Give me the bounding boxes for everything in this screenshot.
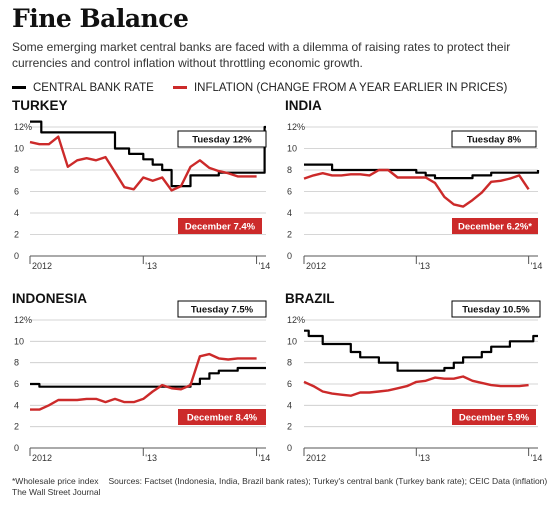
legend-item-inflation: INFLATION (CHANGE FROM A YEAR EARLIER IN…	[172, 81, 508, 94]
y-tick-label: 0	[14, 443, 19, 453]
y-tick-label: 2	[287, 422, 292, 432]
x-tick-label: '14	[531, 453, 543, 463]
y-tick-label: 12%	[287, 315, 305, 325]
x-tick-label: 2012	[32, 453, 52, 463]
y-tick-label: 8	[287, 165, 292, 175]
series-line-rate	[304, 329, 538, 372]
panel-brazil: BRAZIL 0 2 4 6 8 10 12% 2012 '13 '14 Tuesday 10.5% D…	[285, 291, 542, 463]
y-tick-label: 8	[14, 358, 19, 368]
legend-label-inflation: INFLATION (CHANGE FROM A YEAR EARLIER IN…	[193, 81, 508, 94]
callout-rate-label: Tuesday 7.5%	[191, 305, 254, 316]
y-tick-label: 4	[287, 400, 292, 410]
callout-rate-label: Tuesday 10.5%	[462, 305, 530, 316]
panel-title-india: INDIA	[285, 98, 322, 113]
footnote-publisher: The Wall Street Journal	[12, 487, 101, 497]
panel-title-indonesia: INDONESIA	[12, 291, 87, 306]
y-tick-label: 10	[14, 144, 24, 154]
x-tick-label: '14	[259, 261, 271, 271]
y-tick-label: 12%	[14, 122, 32, 132]
callout-box-inflation	[178, 218, 262, 234]
y-tick-label: 0	[287, 443, 292, 453]
x-tick-label: '13	[145, 453, 157, 463]
y-tick-label: 10	[287, 144, 297, 154]
callout-box-inflation	[178, 409, 266, 425]
callout-inflation-label: December 6.2%*	[458, 222, 532, 233]
callout-inflation-label: December 5.9%	[459, 413, 530, 424]
y-tick-label: 2	[14, 230, 19, 240]
legend-swatch-inflation	[172, 86, 187, 89]
x-tick-label: '14	[531, 261, 543, 271]
y-tick-label: 4	[287, 208, 292, 218]
x-tick-label: '13	[145, 261, 157, 271]
series-line-rate	[304, 163, 540, 180]
y-tick-label: 12%	[287, 122, 305, 132]
y-tick-label: 10	[287, 336, 297, 346]
chart-title: Fine Balance	[12, 4, 189, 33]
callout-inflation-label: December 8.4%	[187, 413, 258, 424]
y-tick-label: 6	[287, 187, 292, 197]
y-tick-label: 6	[14, 187, 19, 197]
footnote: *Wholesale price index Sources: Factset (…	[12, 476, 547, 498]
x-tick-label: 2012	[32, 261, 52, 271]
callout-box-rate	[177, 130, 267, 148]
y-tick-label: 4	[14, 208, 19, 218]
series-line-inflation	[303, 375, 529, 397]
y-tick-label: 10	[14, 336, 24, 346]
panel-title-turkey: TURKEY	[12, 98, 68, 113]
series-line-inflation	[303, 168, 530, 208]
y-tick-label: 6	[287, 379, 292, 389]
series-line-rate	[30, 120, 266, 188]
legend-item-rate: CENTRAL BANK RATE	[12, 82, 154, 94]
panel-indonesia: INDONESIA 0 2 4 6 8 10 12% 2012 '13 '14 Tuesday 7.5…	[12, 291, 270, 463]
series-line-inflation	[30, 352, 257, 411]
x-tick-label: '14	[259, 453, 271, 463]
x-tick-label: '13	[418, 261, 430, 271]
callout-box-rate	[451, 130, 537, 148]
callout-rate-label: Tuesday 12%	[192, 135, 252, 146]
y-tick-label: 0	[14, 251, 19, 261]
x-tick-label: 2012	[306, 453, 326, 463]
chart-subtitle: Some emerging market central banks are f…	[12, 40, 511, 70]
y-tick-label: 8	[287, 358, 292, 368]
callout-box-inflation	[452, 218, 538, 234]
series-line-inflation	[29, 135, 257, 192]
callout-rate-label: Tuesday 8%	[467, 135, 522, 146]
legend-label-rate: CENTRAL BANK RATE	[33, 81, 154, 94]
x-tick-label: '13	[418, 453, 430, 463]
chart-grid: TURKEY 0 2 4 6 8 10 12% 2012 '13 '14 Tuesday 12% Dec…	[12, 98, 542, 463]
y-tick-label: 2	[287, 230, 292, 240]
y-tick-label: 4	[14, 400, 19, 410]
y-tick-label: 2	[14, 422, 19, 432]
callout-box-rate	[451, 300, 541, 318]
x-tick-label: 2012	[306, 261, 326, 271]
callout-box-rate	[177, 300, 267, 318]
legend-swatch-rate	[12, 86, 26, 89]
y-tick-label: 0	[287, 251, 292, 261]
callout-inflation-label: December 7.4%	[185, 222, 256, 233]
legend: CENTRAL BANK RATE INFLATION (CHANGE FROM…	[12, 80, 523, 94]
panel-turkey: TURKEY 0 2 4 6 8 10 12% 2012 '13 '14 Tuesday 12% Dec…	[12, 98, 270, 271]
panel-title-brazil: BRAZIL	[285, 291, 335, 306]
footnote-sources: Sources: Factset (Indonesia, India, Braz…	[108, 476, 548, 486]
panel-india: INDIA 0 2 4 6 8 10 12% 2012 '13 '14 Tuesday 8% Decem…	[285, 98, 542, 271]
y-tick-label: 6	[14, 379, 19, 389]
callout-box-inflation	[452, 409, 536, 425]
y-tick-label: 8	[14, 165, 19, 175]
series-line-rate	[30, 366, 266, 388]
footnote-note: *Wholesale price index	[12, 476, 99, 486]
y-tick-label: 12%	[14, 315, 32, 325]
